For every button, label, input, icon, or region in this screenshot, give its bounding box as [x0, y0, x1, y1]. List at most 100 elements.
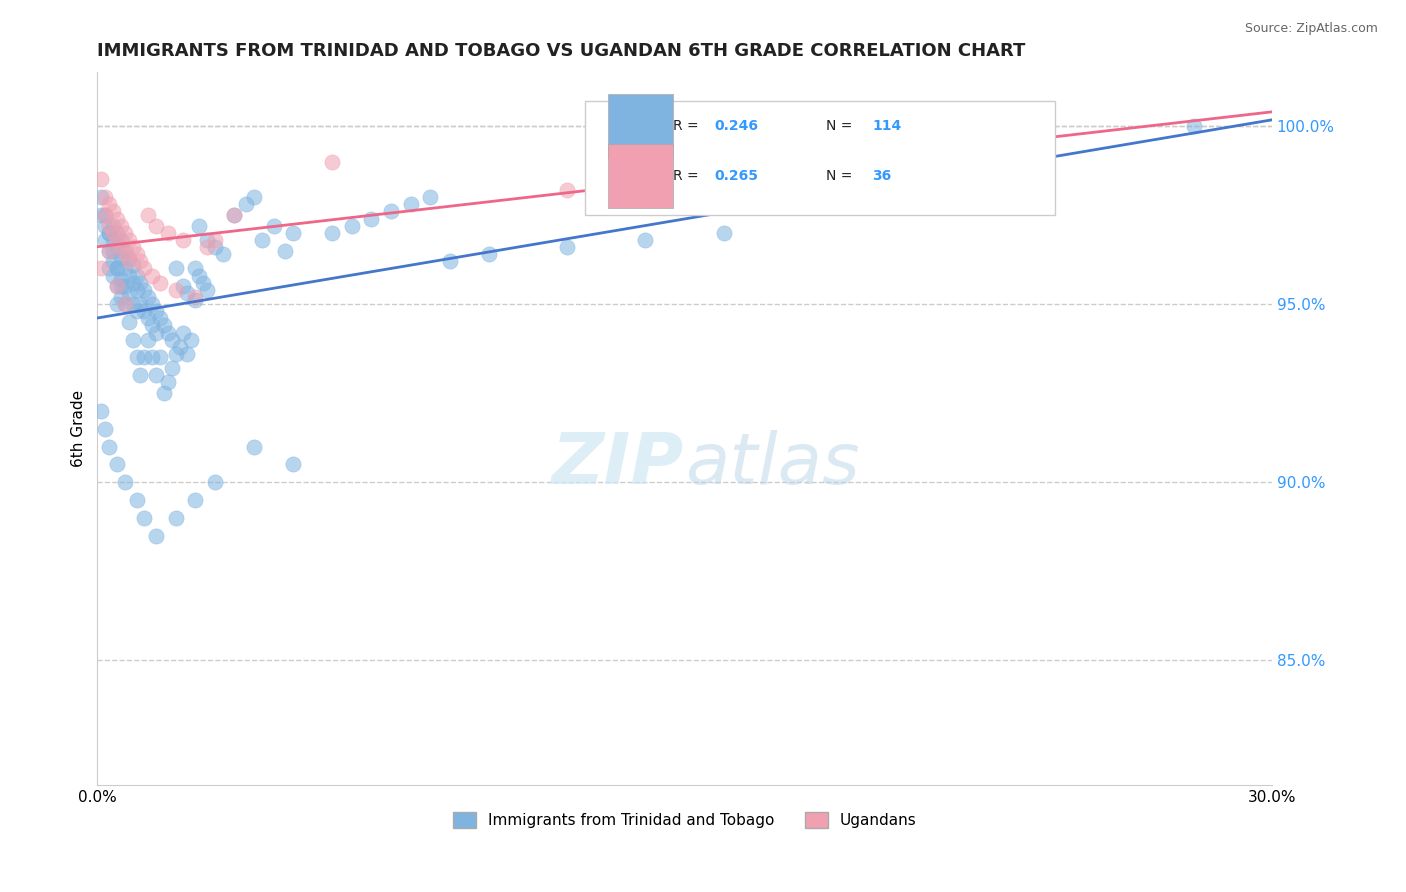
Point	[105, 226, 128, 240]
Point	[134, 261, 156, 276]
Point	[125, 493, 148, 508]
Point	[101, 226, 124, 240]
Y-axis label: 6th Grade: 6th Grade	[72, 390, 86, 467]
Point	[243, 440, 266, 454]
Point	[118, 268, 141, 283]
Point	[90, 208, 112, 222]
Point	[141, 268, 163, 283]
Point	[90, 261, 112, 276]
Point	[118, 286, 141, 301]
Point	[94, 208, 117, 222]
Point	[105, 261, 128, 276]
Point	[165, 261, 187, 276]
Text: N =: N =	[825, 119, 856, 133]
Point	[136, 311, 159, 326]
Point	[713, 226, 735, 240]
Text: 0.246: 0.246	[714, 119, 758, 133]
Point	[94, 233, 117, 247]
Point	[153, 318, 176, 333]
Point	[129, 368, 152, 383]
Point	[1182, 119, 1205, 133]
Point	[399, 197, 422, 211]
Point	[114, 244, 136, 258]
Point	[125, 351, 148, 365]
Point	[110, 290, 132, 304]
Point	[98, 197, 121, 211]
Point	[165, 347, 187, 361]
Point	[110, 279, 132, 293]
Text: ZIP: ZIP	[553, 430, 685, 499]
Text: 36: 36	[873, 169, 891, 183]
Point	[188, 219, 211, 233]
Point	[134, 283, 156, 297]
Text: 114: 114	[873, 119, 901, 133]
Text: Source: ZipAtlas.com: Source: ZipAtlas.com	[1244, 22, 1378, 36]
Point	[180, 333, 202, 347]
Point	[90, 404, 112, 418]
Point	[114, 297, 136, 311]
Point	[250, 233, 273, 247]
Point	[281, 226, 304, 240]
Point	[145, 368, 167, 383]
Point	[153, 386, 176, 401]
Point	[118, 233, 141, 247]
Point	[160, 361, 183, 376]
Point	[165, 511, 187, 525]
Point	[98, 226, 121, 240]
Point	[101, 244, 124, 258]
Point	[141, 318, 163, 333]
Point	[125, 304, 148, 318]
Point	[101, 204, 124, 219]
Point	[224, 208, 246, 222]
FancyBboxPatch shape	[609, 144, 673, 208]
Point	[145, 529, 167, 543]
Point	[125, 283, 148, 297]
FancyBboxPatch shape	[585, 101, 1054, 215]
FancyBboxPatch shape	[609, 94, 673, 158]
Point	[439, 254, 461, 268]
Point	[129, 297, 152, 311]
Point	[274, 244, 297, 258]
Point	[380, 204, 402, 219]
Point	[145, 326, 167, 340]
Point	[101, 254, 124, 268]
Point	[184, 293, 207, 308]
Point	[101, 268, 124, 283]
Point	[195, 233, 218, 247]
Point	[281, 458, 304, 472]
Point	[121, 276, 143, 290]
Point	[173, 279, 195, 293]
Point	[160, 333, 183, 347]
Point	[98, 219, 121, 233]
Point	[235, 197, 257, 211]
Point	[156, 226, 179, 240]
Point	[173, 233, 195, 247]
Point	[419, 190, 441, 204]
Text: R =: R =	[673, 119, 703, 133]
Point	[173, 326, 195, 340]
Point	[169, 340, 191, 354]
Point	[478, 247, 501, 261]
Point	[121, 297, 143, 311]
Point	[141, 351, 163, 365]
Point	[105, 279, 128, 293]
Point	[118, 254, 141, 268]
Point	[118, 251, 141, 265]
Point	[321, 154, 343, 169]
Point	[869, 190, 891, 204]
Point	[121, 240, 143, 254]
Point	[105, 261, 128, 276]
Point	[134, 304, 156, 318]
Point	[188, 268, 211, 283]
Point	[184, 261, 207, 276]
Point	[184, 493, 207, 508]
Text: atlas: atlas	[685, 430, 859, 499]
Point	[105, 240, 128, 254]
Point	[129, 254, 152, 268]
Point	[98, 244, 121, 258]
Point	[156, 376, 179, 390]
Point	[121, 258, 143, 272]
Point	[195, 240, 218, 254]
Point	[105, 297, 128, 311]
Point	[134, 511, 156, 525]
